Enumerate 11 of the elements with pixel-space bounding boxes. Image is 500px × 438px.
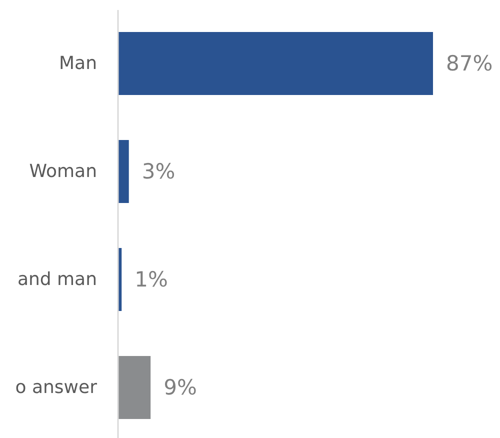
- y-tick-label: o answer: [15, 377, 98, 398]
- data-label: 3%: [142, 160, 176, 184]
- data-label: 9%: [164, 376, 197, 400]
- bar: [118, 140, 129, 203]
- bar: [118, 32, 433, 95]
- bar: [118, 356, 151, 419]
- y-tick-label: and man: [17, 269, 97, 290]
- data-label: 87%: [446, 52, 493, 76]
- data-label: 1%: [134, 268, 168, 292]
- y-tick-label: Man: [59, 53, 97, 74]
- y-tick-label: Woman: [29, 161, 97, 182]
